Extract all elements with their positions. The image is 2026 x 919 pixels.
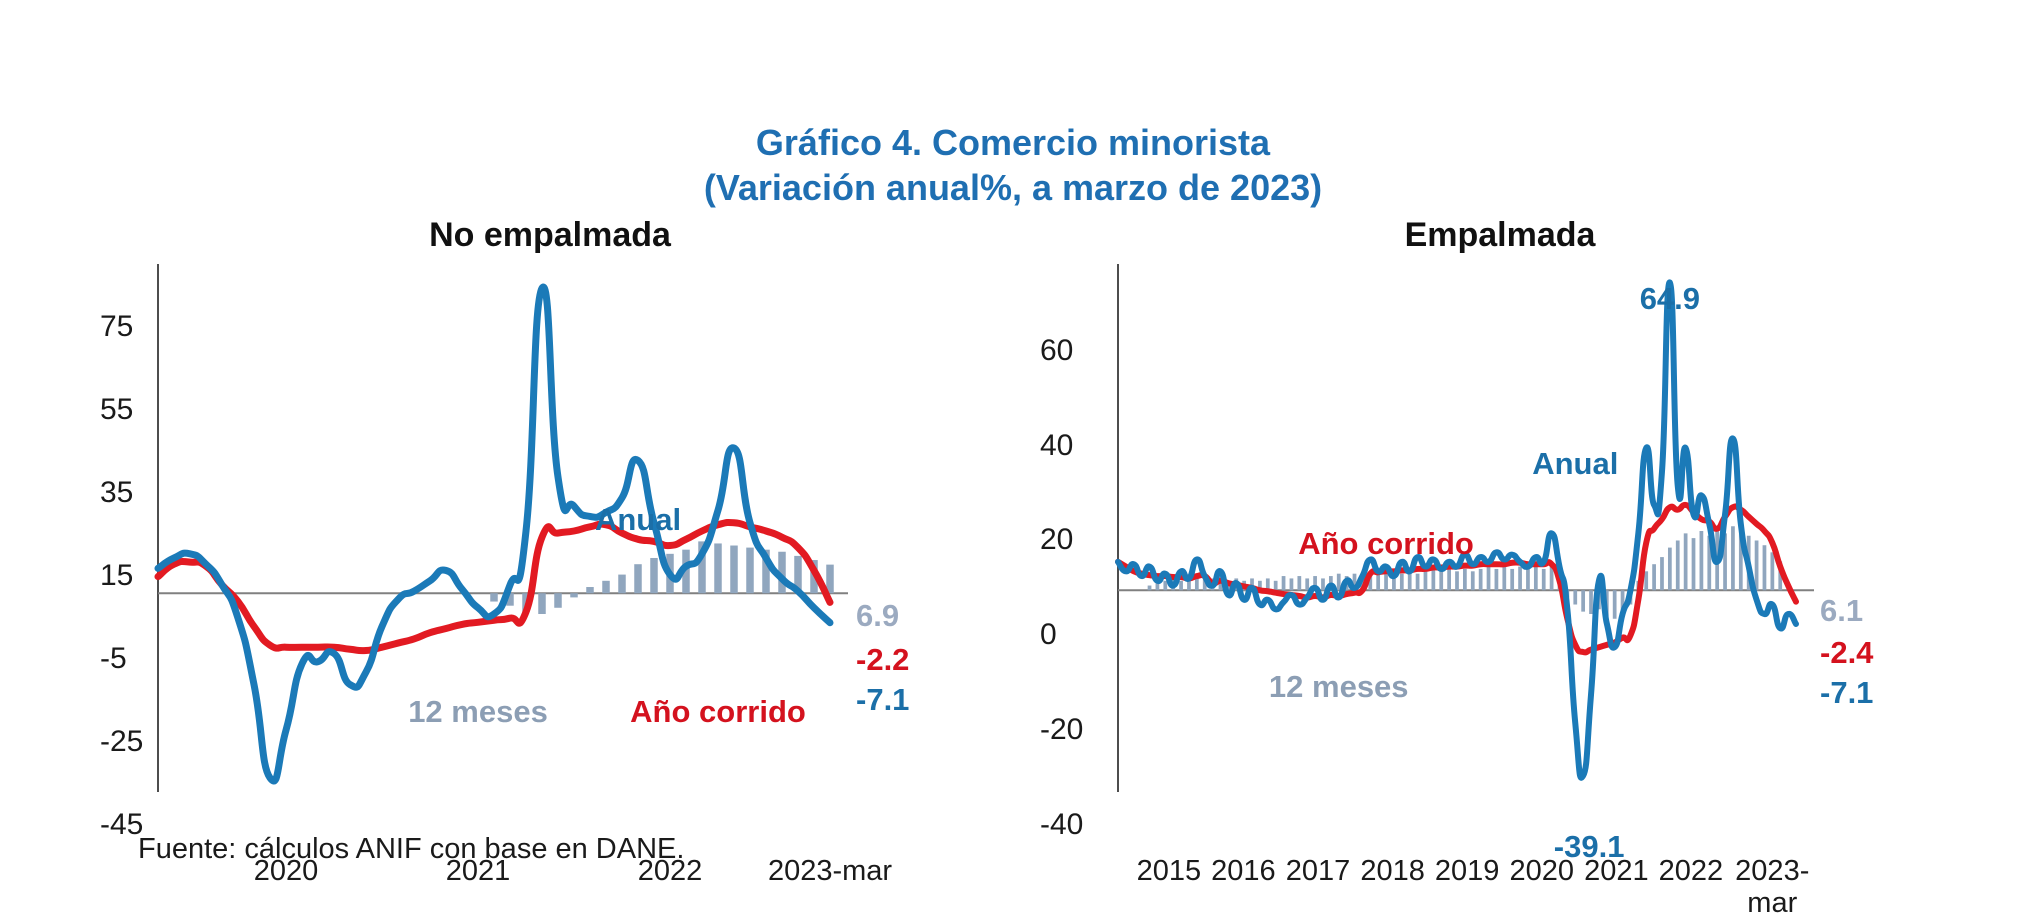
figure-title-line-1: Gráfico 4. Comercio minorista — [755, 122, 1271, 163]
chart-panel-empalmada: Empalmada 60 40 20 0 -20 -40 2015 2016 2017 2018 2… — [1040, 215, 1960, 919]
annotation-12-meses: 12 meses — [408, 694, 548, 730]
x-axis-tick-label: 2022 — [637, 855, 703, 887]
y-axis-tick-label: 0 — [1040, 618, 1057, 652]
end-label-annual: -7.1 — [1820, 675, 1874, 711]
x-axis-tick-label: 2019 — [1434, 855, 1500, 887]
annotation-12-meses: 12 meses — [1268, 669, 1409, 705]
y-axis-tick-label: 55 — [100, 393, 134, 426]
annotation-peak-value: 64.9 — [1639, 281, 1701, 317]
figure-title-line-2: (Variación anual%, a marzo de 2023) — [703, 167, 1323, 208]
y-axis-tick-label: 15 — [100, 559, 134, 592]
end-label-bars: 6.1 — [1820, 593, 1864, 629]
panel-title-no-empalmada: No empalmada — [429, 216, 671, 254]
plot-area-no-empalmada: 75 55 35 15 -5 -25 -45 2020 2021 2022 2023-mar Anua… — [100, 260, 1000, 887]
y-axis-tick-label: -5 — [100, 642, 127, 675]
annotation-anual: Anual — [594, 502, 682, 538]
annotation-trough-value: -39.1 — [1553, 828, 1625, 864]
x-axis-tick-label: 2020 — [253, 855, 319, 887]
x-axis-tick-label: 2020 — [1509, 855, 1575, 887]
y-axis-tick-label: -20 — [1040, 713, 1084, 747]
annotation-anual: Anual — [1532, 445, 1619, 481]
end-label-annual: -7.1 — [856, 682, 910, 718]
y-axis-tick-label: 20 — [1040, 523, 1074, 557]
y-axis-tick-label: 35 — [100, 476, 134, 509]
end-label-bars: 6.9 — [856, 598, 900, 634]
y-axis-tick-label: -25 — [100, 725, 144, 758]
end-label-ytd: -2.2 — [856, 642, 910, 678]
plot-svg-no-empalmada — [154, 264, 848, 792]
y-axis-tick-label: -40 — [1040, 808, 1084, 841]
annotation-ano-corrido: Año corrido — [1298, 526, 1474, 562]
y-axis-tick-label: 75 — [100, 310, 134, 343]
x-axis-tick-label: 2018 — [1360, 855, 1425, 887]
x-axis-tick-label: 2022 — [1658, 855, 1724, 887]
annotation-ano-corrido: Año corrido — [630, 694, 806, 730]
x-axis-tick-label: 2017 — [1285, 855, 1351, 887]
y-axis-tick-label: 60 — [1040, 333, 1074, 367]
panel-title-empalmada: Empalmada — [1404, 216, 1596, 254]
x-axis-tick-label: 2016 — [1211, 855, 1276, 887]
x-axis-tick-label: 2021 — [445, 855, 511, 887]
y-axis-tick-label: -45 — [100, 808, 144, 841]
x-axis-tick-label: 2023-mar — [1735, 855, 1810, 919]
end-label-ytd: -2.4 — [1820, 635, 1874, 671]
x-axis-tick-label: 2015 — [1136, 855, 1202, 887]
plot-svg-empalmada — [1115, 264, 1814, 792]
y-axis-tick-label: 40 — [1040, 428, 1074, 462]
source-note: Fuente: cálculos ANIF con base en DANE. — [138, 833, 685, 865]
chart-panel-no-empalmada: No empalmada 75 55 35 15 -5 -25 -45 2020 2021 202… — [100, 215, 1000, 887]
x-axis-tick-label: 2021 — [1584, 855, 1649, 887]
plot-area-empalmada: 60 40 20 0 -20 -40 2015 2016 2017 2018 2019 2020 202… — [1040, 260, 1960, 919]
x-axis-tick-label: 2023-mar — [767, 855, 893, 887]
figure-title: Gráfico 4. Comercio minorista (Variación… — [0, 120, 2026, 210]
